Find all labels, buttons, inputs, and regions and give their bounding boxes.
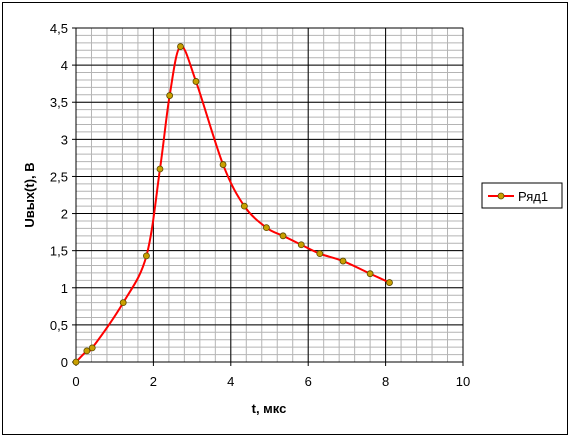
legend: Ряд1 (481, 182, 563, 209)
y-tick-label: 0,5 (50, 318, 68, 333)
data-point (166, 92, 174, 99)
data-point (83, 347, 91, 355)
data-point (219, 161, 227, 168)
data-point (88, 344, 96, 352)
data-point (72, 358, 80, 366)
legend-marker-swatch (497, 192, 505, 200)
y-tick-label: 2 (61, 207, 68, 222)
data-point (279, 232, 287, 240)
data-point (263, 224, 270, 232)
y-tick-label: 4,5 (50, 21, 68, 36)
data-point (119, 299, 127, 307)
y-tick-label: 4 (61, 58, 68, 73)
x-axis-label: t, мкс (252, 401, 287, 416)
data-point (143, 252, 150, 260)
data-point (366, 270, 374, 278)
y-tick-label: 0 (61, 355, 68, 370)
major-grid (75, 27, 464, 363)
y-tick-label: 2,5 (50, 169, 68, 184)
y-tick-labels: 0 0,5 1 1,5 2 2,5 3 3,5 4 4,5 (50, 21, 76, 370)
data-point (240, 202, 248, 210)
x-tick-label: 0 (72, 374, 79, 389)
y-axis-label: Uвых(t), В (22, 162, 37, 227)
data-point (177, 43, 184, 50)
data-point (297, 241, 305, 249)
x-tick-label: 8 (382, 374, 389, 389)
y-tick-label: 3 (61, 132, 68, 147)
data-point (316, 250, 324, 258)
x-tick-label: 6 (305, 374, 312, 389)
y-tick-label: 1,5 (50, 244, 68, 259)
x-tick-labels: 0 2 4 6 8 10 (72, 362, 470, 389)
data-point (386, 279, 393, 286)
plot-area (75, 27, 464, 363)
x-tick-label: 2 (150, 374, 157, 389)
data-point (339, 257, 347, 265)
data-point (192, 78, 200, 85)
data-point (156, 165, 164, 173)
y-tick-label: 1 (61, 281, 68, 296)
y-tick-label: 3,5 (50, 95, 68, 110)
series-group (72, 43, 393, 366)
x-tick-label: 10 (456, 374, 470, 389)
x-tick-label: 4 (227, 374, 234, 389)
legend-label: Ряд1 (518, 189, 548, 204)
